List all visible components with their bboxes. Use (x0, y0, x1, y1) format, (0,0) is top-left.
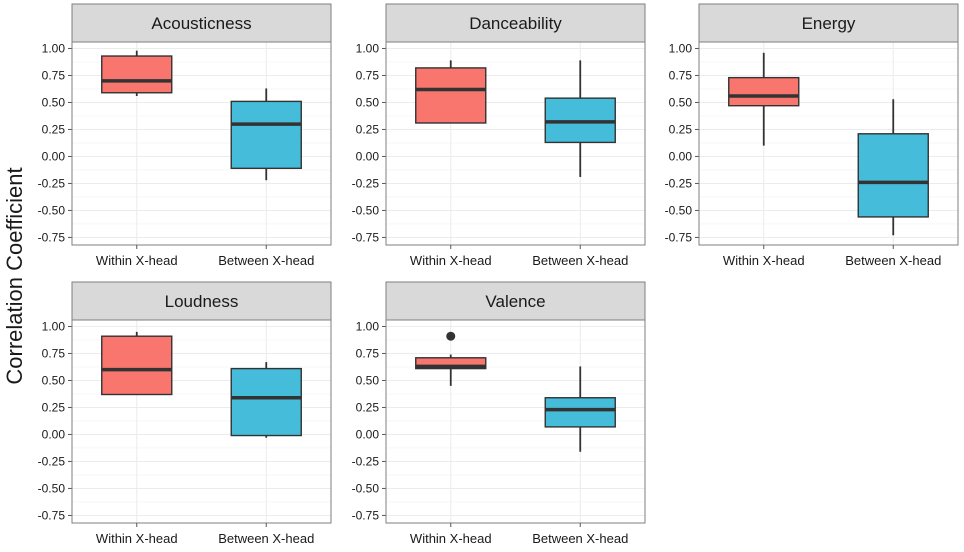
x-tick-label: Within X-head (96, 531, 178, 546)
facet-valence: Valence -0.75 -0.50 -0.25 0.00 0.25 0.50 0.75 1.… (352, 281, 646, 546)
y-tick-label: 0.75 (42, 346, 66, 360)
y-tick-label: -0.25 (38, 454, 66, 468)
y-tick-label: 0.00 (42, 427, 66, 441)
y-axis-label: Correlation Coefficient (2, 167, 27, 384)
y-tick-label: -0.25 (38, 176, 66, 190)
x-tick-label: Between X-head (845, 253, 941, 268)
y-tick-label: 1.00 (42, 41, 66, 55)
box-iqr (230, 100, 302, 170)
y-tick-label: -0.75 (38, 230, 66, 244)
panel-border (385, 319, 646, 524)
y-tick-label: -0.50 (352, 481, 380, 495)
facet-strip (385, 281, 646, 321)
y-tick-label: -0.75 (665, 230, 693, 244)
facet-title: Acousticness (151, 14, 251, 33)
box-iqr (101, 55, 173, 94)
box-iqr (415, 67, 487, 124)
y-tick-label: 0.75 (42, 68, 66, 82)
box-iqr (101, 335, 173, 396)
y-tick-label: 1.00 (669, 41, 693, 55)
y-tick-label: 0.25 (669, 122, 693, 136)
facet-strip (71, 3, 332, 43)
box-within (101, 50, 173, 96)
box-between (230, 88, 302, 181)
y-tick-label: -0.75 (352, 230, 380, 244)
y-tick-label: -0.25 (352, 454, 380, 468)
y-tick-label: -0.50 (352, 203, 380, 217)
y-tick-label: 0.25 (356, 400, 380, 414)
box-iqr (230, 367, 302, 437)
panel-border (71, 319, 332, 524)
facet-title: Danceability (469, 14, 562, 33)
y-tick-label: 0.25 (356, 122, 380, 136)
outlier-point (446, 331, 456, 341)
y-tick-label: 0.25 (42, 400, 66, 414)
y-tick-label: 0.00 (669, 149, 693, 163)
y-tick-label: 0.50 (42, 373, 66, 387)
y-tick-label: 0.50 (669, 95, 693, 109)
y-tick-label: 1.00 (42, 319, 66, 333)
y-tick-label: -0.50 (665, 203, 693, 217)
y-tick-label: -0.75 (352, 508, 380, 522)
y-tick-label: 0.00 (42, 149, 66, 163)
facet-title: Loudness (165, 292, 239, 311)
y-tick-label: 0.75 (356, 346, 380, 360)
y-tick-label: 0.50 (356, 95, 380, 109)
box-iqr (544, 397, 616, 428)
panel-border (71, 41, 332, 246)
y-tick-label: 0.25 (42, 122, 66, 136)
y-tick-label: 1.00 (356, 41, 380, 55)
facet-title: Energy (802, 14, 856, 33)
x-tick-label: Within X-head (723, 253, 805, 268)
facet-loudness: Loudness -0.75 -0.50 -0.25 0.00 0.25 0.50 0.75 1… (38, 281, 332, 546)
facet-strip (71, 281, 332, 321)
facet-energy: Energy -0.75 -0.50 -0.25 0.00 0.25 0.50 0.75 1.0… (665, 3, 959, 268)
y-tick-label: 0.00 (356, 149, 380, 163)
x-tick-label: Within X-head (96, 253, 178, 268)
y-tick-label: 0.50 (356, 373, 380, 387)
box-within (728, 52, 800, 146)
box-iqr (728, 76, 800, 107)
y-tick-label: -0.50 (38, 481, 66, 495)
x-tick-label: Between X-head (532, 253, 628, 268)
x-tick-label: Between X-head (218, 253, 314, 268)
facet-title: Valence (485, 292, 545, 311)
y-tick-label: -0.25 (665, 176, 693, 190)
facet-acousticness: Acousticness -0.75 -0.50 -0.25 0.00 0.25 0.50 0… (38, 3, 332, 268)
facet-strip (698, 3, 959, 43)
facet-danceability: Danceability -0.75 -0.50 -0.25 0.00 0.25 0.50 0… (352, 3, 646, 268)
facet-panels: Acousticness -0.75 -0.50 -0.25 0.00 0.25 0.50 0… (38, 3, 959, 546)
box-between (544, 60, 616, 177)
y-tick-label: 0.00 (356, 427, 380, 441)
x-tick-label: Within X-head (410, 531, 492, 546)
box-within (415, 331, 487, 386)
x-tick-label: Between X-head (532, 531, 628, 546)
y-tick-label: 0.75 (669, 68, 693, 82)
y-tick-label: -0.25 (352, 176, 380, 190)
x-tick-label: Between X-head (218, 531, 314, 546)
y-tick-label: 1.00 (356, 319, 380, 333)
y-tick-label: -0.75 (38, 508, 66, 522)
box-iqr (415, 357, 487, 370)
box-within (101, 331, 173, 396)
y-tick-label: -0.50 (38, 203, 66, 217)
box-between (857, 99, 929, 236)
box-between (230, 362, 302, 438)
panel-border (385, 41, 646, 246)
y-tick-label: 0.50 (42, 95, 66, 109)
panel-border (698, 41, 959, 246)
x-tick-label: Within X-head (410, 253, 492, 268)
y-tick-label: 0.75 (356, 68, 380, 82)
box-within (415, 60, 487, 124)
box-between (544, 366, 616, 452)
box-iqr (857, 133, 929, 218)
